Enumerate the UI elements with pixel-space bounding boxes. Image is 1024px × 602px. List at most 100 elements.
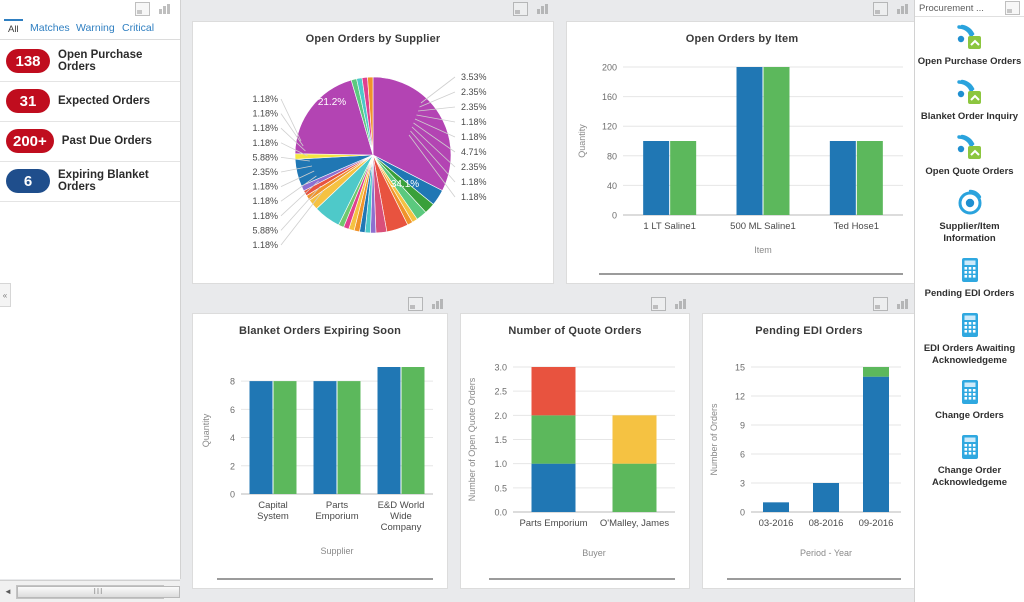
maximize-icon[interactable] xyxy=(1005,1,1020,15)
kpi-row-expiring-blanket-orders[interactable]: 6 Expiring Blanket Orders xyxy=(0,161,180,202)
bar[interactable] xyxy=(643,141,670,215)
pie-callout-label: 1.18% xyxy=(252,109,278,119)
pie-callout-label: 2.35% xyxy=(461,162,487,172)
y-axis-tick: 3.0 xyxy=(494,363,507,373)
sidebar-item-edi-orders-awaiting-ack[interactable]: EDI Orders Awaiting Acknowledgeme xyxy=(915,304,1024,371)
scrollbar-thumb[interactable]: III xyxy=(17,585,180,598)
pie-callout-line xyxy=(419,91,456,108)
change-orders-icon xyxy=(955,377,985,407)
pie-callout-label: 1.18% xyxy=(461,132,487,142)
chart-title: Pending EDI Orders xyxy=(755,325,863,337)
sidebar-item-pending-edi-orders[interactable]: Pending EDI Orders xyxy=(915,249,1024,304)
kpi-label: Open Purchase Orders xyxy=(58,49,143,73)
bar[interactable] xyxy=(377,367,401,494)
bar-segment[interactable] xyxy=(531,415,576,464)
scrollbar-track[interactable]: III xyxy=(16,584,180,599)
sidebar-item-change-orders[interactable]: Change Orders xyxy=(915,371,1024,426)
x-axis-label: Period - Year xyxy=(800,548,852,558)
bar-segment[interactable] xyxy=(531,367,576,416)
open-purchase-orders-icon xyxy=(955,23,985,53)
kpi-row-past-due-orders[interactable]: 200+ Past Due Orders xyxy=(0,121,180,162)
x-axis-tick: System xyxy=(257,511,289,522)
y-axis-tick: 1.0 xyxy=(494,459,507,469)
maximize-icon[interactable] xyxy=(408,297,423,311)
bar-segment[interactable] xyxy=(612,463,657,512)
pie-callout-label: 1.18% xyxy=(252,182,278,192)
sidebar-item-blanket-order-inquiry[interactable]: Blanket Order Inquiry xyxy=(915,72,1024,127)
left-panel-toolbar xyxy=(102,0,172,18)
horizontal-scrollbar[interactable]: ◄ III ► xyxy=(0,580,180,602)
pending-edi-orders-icon xyxy=(955,255,985,285)
sidebar-item-label: Open Purchase Orders xyxy=(917,56,1022,67)
bar-segment[interactable] xyxy=(763,502,789,512)
pie-slice[interactable] xyxy=(367,76,374,156)
maximize-icon[interactable] xyxy=(873,297,888,311)
bar-segment[interactable] xyxy=(863,367,889,377)
kpi-row-expected-orders[interactable]: 31 Expected Orders xyxy=(0,81,180,122)
sidebar-item-supplier-item-information[interactable]: Supplier/Item Information xyxy=(915,182,1024,249)
sidebar-item-open-purchase-orders[interactable]: Open Purchase Orders xyxy=(915,17,1024,72)
chart-type-icon[interactable] xyxy=(897,298,910,310)
chart-type-icon[interactable] xyxy=(432,298,445,310)
chart-type-icon[interactable] xyxy=(537,3,550,15)
bar[interactable] xyxy=(763,67,790,215)
pie-callout-label: 1.18% xyxy=(252,94,278,104)
bar[interactable] xyxy=(856,141,883,215)
pie-callout-label: 4.71% xyxy=(461,147,487,157)
bar[interactable] xyxy=(670,141,697,215)
bar[interactable] xyxy=(337,381,361,494)
y-axis-tick: 160 xyxy=(602,92,617,102)
pie-callout-line xyxy=(420,76,456,104)
kpi-label: Expected Orders xyxy=(58,95,151,107)
x-axis-tick: 03-2016 xyxy=(759,518,794,529)
maximize-icon[interactable] xyxy=(651,297,666,311)
pie-callout-label: 1.18% xyxy=(461,192,487,202)
tab-matches[interactable]: Matches xyxy=(30,22,70,34)
tab-warning[interactable]: Warning xyxy=(76,22,115,34)
y-axis-tick: 6 xyxy=(740,450,745,460)
maximize-icon[interactable] xyxy=(873,2,888,16)
bar[interactable] xyxy=(313,381,337,494)
scroll-left-arrow[interactable]: ◄ xyxy=(4,587,12,596)
y-axis-tick: 0 xyxy=(612,211,617,221)
bar[interactable] xyxy=(829,141,856,215)
x-axis-tick: Ted Hose1 xyxy=(834,221,879,232)
maximize-icon[interactable] xyxy=(513,2,528,16)
tab-all[interactable]: All xyxy=(4,19,23,37)
chart-type-icon[interactable] xyxy=(897,3,910,15)
sidebar-item-change-order-ack[interactable]: Change Order Acknowledgeme xyxy=(915,426,1024,493)
pie-callout-line xyxy=(280,165,313,173)
pie-chart-open-orders-by-supplier: 21.2% 34.1% 3.53% 2.35% 2.35% 1.18% 1.18% 4.71%… xyxy=(252,72,487,250)
y-axis-label: Number of Open Quote Orders xyxy=(467,377,477,501)
bar[interactable] xyxy=(401,367,425,494)
collapse-sidebar-handle[interactable]: « xyxy=(0,283,11,307)
edi-panel-toolbar xyxy=(800,295,910,313)
pie-callout-line xyxy=(280,175,317,202)
x-axis-tick: Company xyxy=(381,522,422,533)
bar-segment[interactable] xyxy=(863,376,889,512)
y-axis-tick: 12 xyxy=(735,392,745,402)
pie-callout-line xyxy=(280,185,322,231)
tab-critical[interactable]: Critical xyxy=(122,22,155,34)
y-axis-tick: 2.0 xyxy=(494,411,507,421)
y-axis-label: Number of Orders xyxy=(709,403,719,476)
bar-segment[interactable] xyxy=(813,483,839,512)
bar[interactable] xyxy=(273,381,297,494)
bar[interactable] xyxy=(249,381,273,494)
sidebar-item-open-quote-orders[interactable]: Open Quote Orders xyxy=(915,127,1024,182)
kpi-row-open-purchase-orders[interactable]: 138 Open Purchase Orders xyxy=(0,41,180,82)
maximize-icon[interactable] xyxy=(135,2,150,16)
y-axis-label: Quantity xyxy=(201,413,211,447)
chart-type-icon[interactable] xyxy=(159,3,172,15)
bar-segment[interactable] xyxy=(612,415,657,464)
sidebar-item-label: Change Order Acknowledgeme xyxy=(932,465,1007,488)
kpi-panel: All Matches Warning Critical 138 Open Pu… xyxy=(0,0,181,579)
bar[interactable] xyxy=(736,67,763,215)
chart-type-icon[interactable] xyxy=(675,298,688,310)
pie-callout-line xyxy=(280,142,308,157)
pie-callout-label: 2.35% xyxy=(252,167,278,177)
pie-callout-line xyxy=(280,180,319,217)
pie-callout-label: 5.88% xyxy=(252,225,278,235)
pie-slice[interactable] xyxy=(294,79,374,156)
bar-segment[interactable] xyxy=(531,463,576,512)
